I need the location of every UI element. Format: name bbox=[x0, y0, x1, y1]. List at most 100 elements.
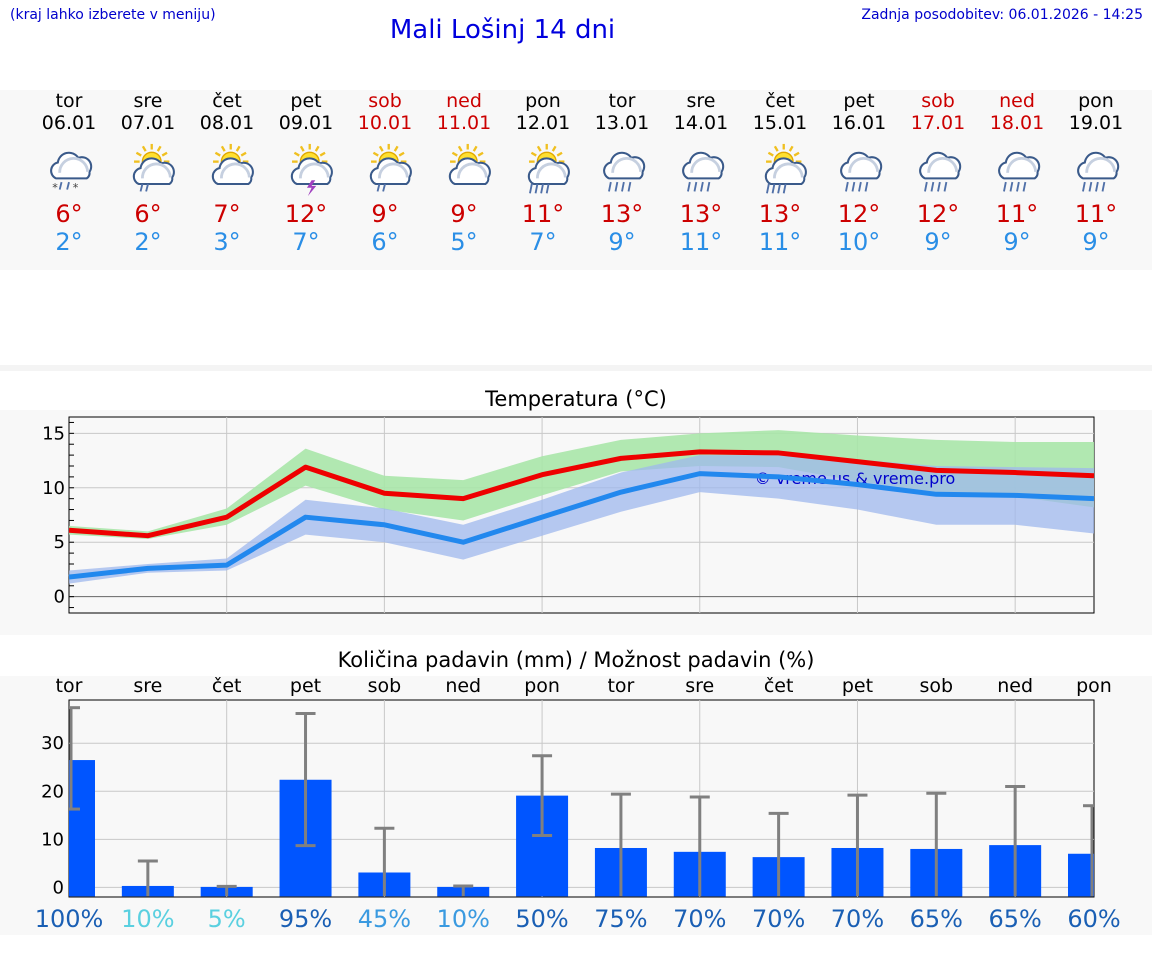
day-column: pet 09.01 12° 7° bbox=[267, 90, 346, 256]
rain-drop bbox=[782, 183, 787, 194]
rain-drop bbox=[627, 181, 632, 192]
temperature-chart: 0 5 10 15 © vreme.us & vreme.pro bbox=[42, 416, 1095, 614]
precipitation-probability: 75% bbox=[594, 905, 647, 933]
min-temperature: 9° bbox=[1003, 228, 1031, 256]
cloud-shade bbox=[690, 156, 722, 173]
cloud-rain-icon bbox=[919, 151, 962, 192]
sun-ray bbox=[235, 145, 241, 152]
day-name: ned bbox=[446, 90, 482, 112]
min-temperature: 11° bbox=[758, 228, 802, 256]
precipitation-bar bbox=[1068, 853, 1094, 897]
rain-drop bbox=[1003, 181, 1007, 192]
day-axis-label: ned bbox=[445, 676, 481, 697]
precipitation-probability: 10% bbox=[121, 905, 174, 933]
last-updated: Zadnja posodobitev: 06.01.2026 - 14:25 bbox=[861, 7, 1143, 23]
precipitation-bar bbox=[69, 760, 95, 897]
sun-ray bbox=[556, 151, 563, 157]
rain-drop bbox=[700, 181, 704, 192]
sun-ray bbox=[457, 145, 463, 152]
sun-cloud-rain-icon bbox=[132, 143, 175, 192]
day-date: 11.01 bbox=[436, 112, 492, 134]
day-date: 07.01 bbox=[120, 112, 176, 134]
rain-drop bbox=[1088, 181, 1093, 192]
rain-drop bbox=[766, 183, 770, 194]
rain-drop bbox=[1009, 181, 1014, 192]
rain-drop bbox=[139, 183, 144, 192]
page-title: Mali Lošinj 14 dni bbox=[389, 15, 616, 45]
rain-drop bbox=[930, 181, 935, 192]
day-name: tor bbox=[608, 90, 636, 112]
sun-ray bbox=[530, 151, 537, 157]
sun-cloud-rain-icon bbox=[369, 143, 412, 192]
day-axis-label: pet bbox=[842, 676, 873, 697]
day-date: 14.01 bbox=[673, 112, 729, 134]
rain-drop bbox=[924, 181, 928, 192]
cloud-rain-icon bbox=[1077, 151, 1120, 192]
rain-drop bbox=[58, 181, 63, 190]
min-temperature: 2° bbox=[55, 228, 83, 256]
rain-drop bbox=[851, 181, 856, 192]
max-temperature: 9° bbox=[371, 200, 399, 228]
day-axis-label: tor bbox=[56, 676, 83, 697]
sun-ray bbox=[220, 145, 226, 152]
day-date: 16.01 bbox=[831, 112, 887, 134]
sun-ray bbox=[319, 151, 326, 157]
day-column: pet 16.01 12° 10° bbox=[820, 90, 899, 256]
lightning-bolt bbox=[306, 180, 317, 197]
day-axis-label: sre bbox=[133, 676, 162, 697]
precipitation-probability: 70% bbox=[831, 905, 884, 933]
max-temperature: 13° bbox=[679, 200, 723, 228]
day-axis-label: sob bbox=[368, 676, 402, 697]
day-column: tor 13.01 13° 9° bbox=[583, 90, 662, 256]
rain-drop bbox=[382, 183, 386, 192]
min-temperature: 9° bbox=[608, 228, 636, 256]
day-date: 12.01 bbox=[515, 112, 571, 134]
rain-drop bbox=[376, 183, 381, 192]
rain-drop bbox=[1016, 181, 1020, 192]
rain-drop bbox=[1095, 181, 1099, 192]
precipitation-probability: 45% bbox=[358, 905, 411, 933]
day-name: sre bbox=[133, 90, 163, 112]
max-temperature: 12° bbox=[837, 200, 881, 228]
sun-ray bbox=[536, 145, 542, 152]
sun-ray bbox=[393, 145, 399, 152]
sun-cloud-icon bbox=[448, 143, 491, 185]
day-axis-label: sob bbox=[920, 676, 954, 697]
day-column: sre 14.01 13° 11° bbox=[662, 90, 741, 256]
day-column: pon 12.01 11° 7° bbox=[504, 90, 583, 256]
day-date: 06.01 bbox=[41, 112, 97, 134]
rain-drop bbox=[1022, 181, 1027, 192]
sun-ray bbox=[472, 145, 478, 152]
rain-drop bbox=[621, 181, 625, 192]
sun-ray bbox=[293, 151, 300, 157]
day-name: sob bbox=[921, 90, 955, 112]
rain-drop bbox=[858, 181, 862, 192]
precipitation-probability: 60% bbox=[1067, 905, 1120, 933]
day-column: sob 17.01 12° 9° bbox=[899, 90, 978, 256]
cloud-shade bbox=[58, 156, 90, 173]
cloud-shade bbox=[773, 162, 804, 179]
sun-ray bbox=[477, 151, 484, 157]
max-temperature: 11° bbox=[1074, 200, 1118, 228]
rain-drop bbox=[943, 181, 948, 192]
sun-ray bbox=[398, 151, 405, 157]
day-axis-label: pon bbox=[524, 676, 560, 697]
day-column: ned 11.01 9° 5° bbox=[425, 90, 504, 256]
rain-drop bbox=[545, 183, 550, 194]
max-temperature: 11° bbox=[521, 200, 565, 228]
min-temperature-line bbox=[68, 471, 1095, 580]
sun-ray bbox=[161, 151, 168, 157]
rain-drop bbox=[777, 183, 781, 194]
y-tick-label: 5 bbox=[54, 532, 65, 553]
precipitation-probability: 70% bbox=[673, 905, 726, 933]
precipitation-probability: 65% bbox=[988, 905, 1041, 933]
rain-drop bbox=[66, 181, 70, 190]
day-name: pon bbox=[1078, 90, 1114, 112]
rain-drop bbox=[864, 181, 869, 192]
day-axis-label: sre bbox=[685, 676, 714, 697]
sun-ray bbox=[793, 151, 800, 157]
cloud-shade bbox=[457, 162, 488, 179]
rain-drop bbox=[608, 181, 612, 192]
day-date: 15.01 bbox=[752, 112, 808, 134]
rain-drop bbox=[693, 181, 698, 192]
